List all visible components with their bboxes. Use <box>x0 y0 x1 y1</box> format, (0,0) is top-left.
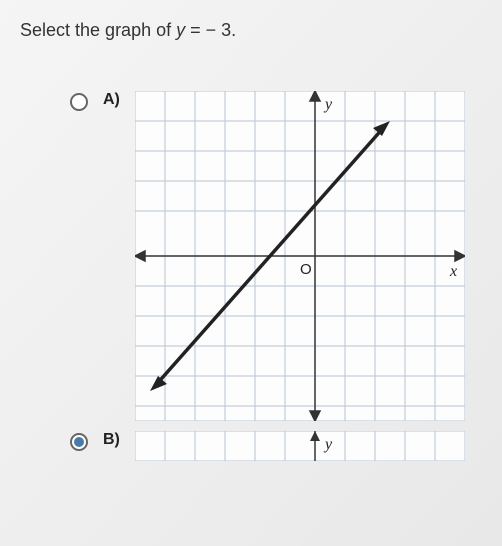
radio-b[interactable] <box>70 433 88 451</box>
option-b-label: B) <box>103 431 120 449</box>
origin-label: O <box>300 261 312 278</box>
question-prefix: Select the graph of <box>20 20 176 40</box>
graph-a: y x O <box>135 91 465 421</box>
y-axis-label-b: y <box>323 436 333 453</box>
radio-a[interactable] <box>70 93 88 111</box>
option-a-row: A) <box>70 91 482 421</box>
equation-var: y <box>176 20 185 40</box>
y-axis-label: y <box>323 96 333 113</box>
graph-b-border <box>135 431 465 461</box>
option-a-label: A) <box>103 91 120 109</box>
question-text: Select the graph of y = − 3. <box>20 20 482 41</box>
option-b-row: B) y <box>70 431 482 461</box>
x-axis-label: x <box>449 263 457 280</box>
graph-b: y <box>135 431 465 461</box>
equation-rest: = − 3. <box>185 20 236 40</box>
